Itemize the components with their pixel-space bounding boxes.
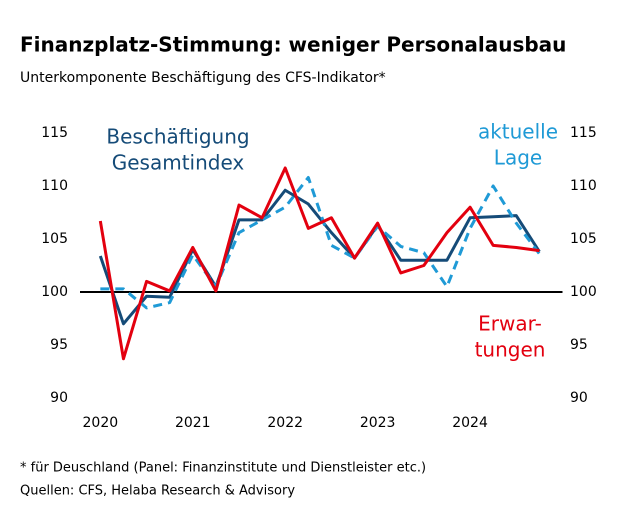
chart-title: Finanzplatz-Stimmung: weniger Personalau… <box>20 33 566 57</box>
footnote: * für Deuschland (Panel: Finanzinstitute… <box>20 461 426 476</box>
y-tick-label: 110 <box>41 178 68 194</box>
annotation: Lage <box>494 146 542 170</box>
y-tick-label: 100 <box>41 284 68 300</box>
annotation: Beschäftigung <box>106 125 249 149</box>
y2-tick-label: 100 <box>570 284 597 300</box>
x-tick-label: 2022 <box>267 415 303 431</box>
y2-tick-label: 105 <box>570 231 597 247</box>
chart-subtitle: Unterkomponente Beschäftigung des CFS-In… <box>20 70 386 86</box>
source: Quellen: CFS, Helaba Research & Advisory <box>20 484 295 499</box>
x-tick-label: 2024 <box>452 415 488 431</box>
y-tick-label: 115 <box>41 125 68 141</box>
x-tick-label: 2021 <box>175 415 211 431</box>
y-tick-label: 105 <box>41 231 68 247</box>
y-tick-label: 90 <box>50 390 68 406</box>
y2-tick-label: 115 <box>570 125 597 141</box>
x-tick-label: 2020 <box>83 415 119 431</box>
y2-tick-label: 95 <box>570 337 588 353</box>
series-line <box>98 188 541 326</box>
x-tick-label: 2023 <box>360 415 396 431</box>
series-line <box>100 176 541 310</box>
y2-tick-label: 90 <box>570 390 588 406</box>
annotation: tungen <box>475 338 546 362</box>
y2-tick-label: 110 <box>570 178 597 194</box>
annotation: Gesamtindex <box>112 151 245 175</box>
annotation: aktuelle <box>478 120 558 144</box>
y-tick-label: 95 <box>50 337 68 353</box>
annotation: Erwar- <box>478 312 542 336</box>
series-line <box>98 166 540 361</box>
